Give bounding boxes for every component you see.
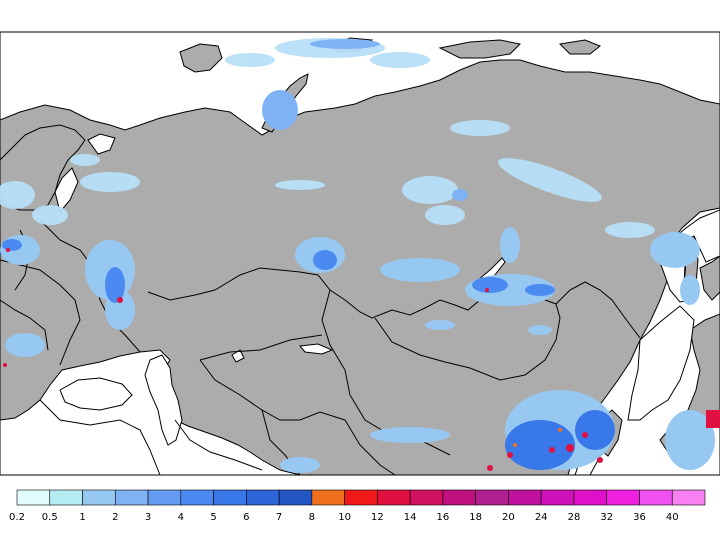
india-border <box>344 419 396 476</box>
legend-tick-label: 1 <box>79 512 85 523</box>
legend-tick-label: 6 <box>243 512 249 523</box>
arabia-border <box>149 449 161 476</box>
legend-swatch <box>114 489 149 506</box>
precip-west-russia-heavy <box>3 248 123 367</box>
precip-china-heavy <box>487 432 603 471</box>
mongolia-border <box>374 303 561 381</box>
legend-swatch <box>409 489 444 506</box>
legend-tick-label: 20 <box>502 512 515 523</box>
legend-tick-label: 0.2 <box>9 512 25 523</box>
precipitation-overlay <box>0 38 720 473</box>
legend-tick-label: 12 <box>371 512 384 523</box>
iran-border <box>174 419 263 471</box>
lake-balkhash <box>299 343 334 355</box>
legend-swatch <box>49 489 83 506</box>
legend-swatch <box>573 489 608 506</box>
legend-swatch <box>344 489 378 506</box>
precip-central-siberia-heavy <box>485 288 489 292</box>
europe-borders-3 <box>0 299 49 351</box>
legend-swatch <box>639 489 673 506</box>
white-sea <box>87 133 116 155</box>
legend-tick-label: 8 <box>309 512 315 523</box>
legend-swatch <box>377 489 411 506</box>
legend-swatch <box>311 489 345 506</box>
legend-swatch <box>246 489 280 506</box>
legend-tick-label: 16 <box>437 512 450 523</box>
new-siberian-islands-land <box>558 39 601 55</box>
color-legend: 0.2 0.5 1 2 3 4 5 6 7 8 10 12 14 16 18 20 24 28 32 36 40 <box>9 489 706 523</box>
legend-tick-label: 32 <box>600 512 613 523</box>
precip-central-siberia-mid <box>313 250 555 296</box>
central-asia-borders <box>199 359 346 421</box>
legend-swatch <box>82 489 116 506</box>
legend-swatch <box>671 489 706 506</box>
legend-tick-label: 7 <box>276 512 282 523</box>
legend-swatch <box>606 489 640 506</box>
legend-swatch <box>278 489 313 506</box>
land-mass <box>0 37 720 476</box>
country-borders <box>0 219 641 476</box>
legend-tick-label: 18 <box>469 512 482 523</box>
legend-tick-label: 2 <box>112 512 118 523</box>
legend-swatch <box>540 489 575 506</box>
turkey-border <box>39 399 151 451</box>
precip-arctic-mid <box>262 39 468 201</box>
sea-of-okhotsk <box>659 209 720 303</box>
legend-tick-label: 24 <box>535 512 548 523</box>
precip-arctic <box>0 38 655 238</box>
legend-tick-label: 0.5 <box>42 512 58 523</box>
legend-swatch <box>213 489 247 506</box>
europe-borders-2 <box>0 259 81 366</box>
legend-tick-label: 4 <box>178 512 184 523</box>
japan-land <box>699 255 720 301</box>
legend-tick-label: 10 <box>338 512 351 523</box>
legend-tick-label: 36 <box>633 512 646 523</box>
precip-china-orange <box>513 428 562 447</box>
legend-tick-label: 5 <box>210 512 216 523</box>
legend-tick-label: 40 <box>666 512 679 523</box>
legend-tick-label: 28 <box>568 512 581 523</box>
precip-west-russia-mid <box>2 239 125 303</box>
legend-tick-label: 14 <box>404 512 417 523</box>
legend-swatch <box>442 489 476 506</box>
legend-swatch <box>180 489 214 506</box>
precip-far-east <box>650 232 715 470</box>
caspian-sea <box>144 354 183 446</box>
legend-swatch <box>475 489 509 506</box>
russia-kazakhstan-border <box>147 267 641 339</box>
precip-china-mid <box>505 410 615 470</box>
precip-japan-heavy <box>706 410 720 428</box>
sea-of-japan <box>627 305 695 421</box>
kazakhstan-south-border <box>199 334 323 361</box>
severnaya-zemlya-land <box>438 39 522 59</box>
legend-swatch <box>508 489 542 506</box>
black-sea <box>59 377 133 411</box>
svalbard-land <box>179 43 223 73</box>
legend-swatch <box>16 489 51 506</box>
legend-swatch <box>147 489 182 506</box>
legend-tick-label: 3 <box>145 512 151 523</box>
